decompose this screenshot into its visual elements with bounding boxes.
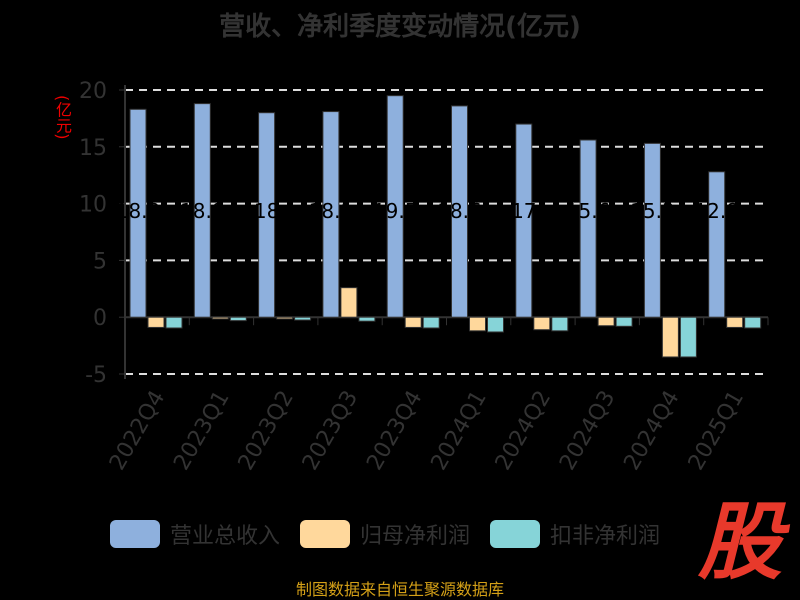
data-label: 18 xyxy=(254,199,279,223)
x-tick-label: 2022Q4 xyxy=(105,387,170,475)
bar-2025Q1-2 xyxy=(744,316,762,329)
legend-swatch xyxy=(490,520,541,548)
x-tick-label: 2024Q4 xyxy=(619,387,684,475)
bar-2023Q3-1 xyxy=(340,287,358,318)
bar-2023Q2-0 xyxy=(258,112,276,318)
bar-2023Q1-0 xyxy=(193,103,211,318)
legend-label: 营业总收入 xyxy=(170,524,281,549)
y-axis-label: (亿元) xyxy=(53,95,72,140)
bar-2024Q4-2 xyxy=(679,316,697,358)
x-tick-label: 2023Q4 xyxy=(362,387,427,475)
bar-2025Q1-0 xyxy=(708,171,726,318)
x-tick-label: 2024Q2 xyxy=(491,387,556,475)
source-note: 制图数据来自恒生聚源数据库 xyxy=(295,580,504,599)
bar-2022Q4-2 xyxy=(165,316,183,329)
legend: 营业总收入 归母净利润 扣非净利润 xyxy=(110,518,660,550)
logo: 股 xyxy=(697,493,782,591)
data-label: 15.3 xyxy=(630,199,675,223)
y-tick-label: -5 xyxy=(85,363,107,388)
x-tick-label: 2023Q2 xyxy=(234,387,299,475)
bar-2023Q2-1 xyxy=(276,316,294,320)
x-tick-label: 2025Q1 xyxy=(684,387,749,475)
bar-2022Q4-0 xyxy=(129,108,147,318)
legend-swatch xyxy=(110,520,160,548)
bar-2024Q1-0 xyxy=(451,105,468,318)
bar-2024Q3-1 xyxy=(597,316,615,327)
bar-2024Q1-2 xyxy=(487,316,504,333)
bar-2023Q3-2 xyxy=(358,316,376,322)
bar-2025Q1-1 xyxy=(726,316,744,328)
y-tick-label: 15 xyxy=(79,136,107,161)
bar-2024Q2-1 xyxy=(533,316,551,331)
bar-2024Q4-1 xyxy=(661,316,679,358)
data-label: 18.6 xyxy=(437,199,482,223)
y-tick-label: 0 xyxy=(93,306,107,331)
x-tick-label: 2023Q3 xyxy=(298,387,363,475)
data-label: 18.1 xyxy=(309,199,354,223)
bar-2024Q2-0 xyxy=(515,123,533,318)
data-label: 12.8 xyxy=(694,199,739,223)
data-label: 18.8 xyxy=(180,199,225,223)
legend-label: 归母净利润 xyxy=(360,524,471,549)
x-tick-label: 2023Q1 xyxy=(169,387,234,475)
bar-2023Q1-1 xyxy=(211,316,229,320)
data-label: 18.3 xyxy=(116,199,161,223)
data-label: 19.5 xyxy=(373,199,418,223)
legend-item-net-profit[interactable]: 归母净利润 xyxy=(300,518,470,550)
bar-2023Q1-2 xyxy=(229,316,247,322)
y-tick-label: 5 xyxy=(93,249,107,274)
y-tick-label: 10 xyxy=(79,193,107,218)
chart-title: 营收、净利季度变动情况(亿元) xyxy=(219,12,581,42)
bar-2023Q2-2 xyxy=(294,316,312,321)
x-tick-label: 2024Q3 xyxy=(555,387,620,475)
data-label: 15.6 xyxy=(566,199,611,223)
legend-item-deducted-profit[interactable]: 扣非净利润 xyxy=(490,518,660,550)
bar-2023Q4-2 xyxy=(422,316,440,329)
legend-item-revenue[interactable]: 营业总收入 xyxy=(110,518,280,550)
bar-2024Q3-2 xyxy=(615,316,633,327)
bar-2023Q4-1 xyxy=(404,316,422,328)
bar-2022Q4-1 xyxy=(147,316,165,328)
legend-label: 扣非净利润 xyxy=(550,524,661,549)
y-tick-label: 20 xyxy=(79,79,107,104)
bar-2024Q1-1 xyxy=(469,316,486,332)
x-tick-label: 2024Q1 xyxy=(427,387,492,475)
bar-2024Q4-0 xyxy=(643,142,661,318)
bar-2024Q3-0 xyxy=(579,139,597,318)
data-label: 17 xyxy=(511,199,536,223)
bar-2023Q3-0 xyxy=(322,111,340,318)
bar-2023Q4-0 xyxy=(386,95,404,318)
bar-2024Q2-2 xyxy=(551,316,569,332)
legend-swatch xyxy=(300,520,351,548)
